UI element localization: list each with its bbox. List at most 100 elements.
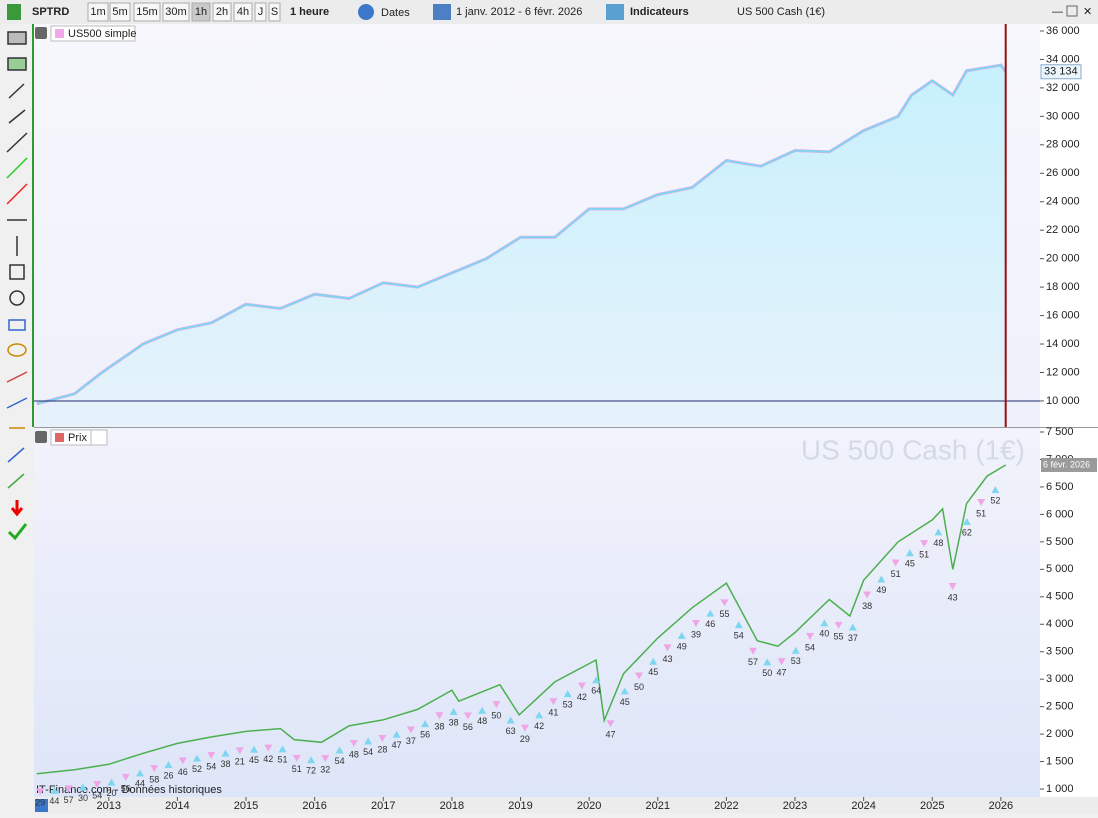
trade-arrow [706,609,715,617]
tool[interactable] [8,319,26,331]
timeframe-button[interactable] [133,2,161,22]
timeframe-button[interactable] [254,2,267,22]
dates-button[interactable]: Dates [381,7,410,19]
list-button[interactable] [90,429,108,446]
instrument[interactable]: US 500 Cash (1€) [737,6,825,18]
timeframe-label[interactable]: 4h [237,6,249,18]
x-tick-label: 2014 [165,800,189,812]
top-title: US500 simple [68,28,136,40]
timeframe-label[interactable]: J [258,6,264,18]
tool[interactable] [6,371,28,383]
tool[interactable] [7,447,25,463]
y-tick-label: 22 000 [1046,224,1080,236]
trade-label: 45 [648,667,658,677]
timeframe-label[interactable]: S [271,6,278,18]
trade-label: 55 [720,609,730,619]
timeframe-label[interactable]: 30m [165,6,186,18]
indicators-button[interactable]: Indicateurs [630,6,689,18]
equity-line [36,64,1007,405]
trade-arrow [107,778,116,786]
trade-label: 72 [306,766,316,776]
trade-label: 62 [962,527,972,537]
tool[interactable] [8,83,25,99]
x-axis-area [34,797,1098,813]
tool[interactable] [10,500,24,517]
x-tick-label: 2017 [371,800,395,812]
timeframe-label[interactable]: 5m [112,6,127,18]
tool[interactable] [6,183,28,205]
trade-arrow [506,716,515,724]
trade-label: 49 [876,585,886,595]
timeframe-button[interactable] [233,2,253,22]
tool[interactable] [7,343,27,357]
symbol[interactable]: SPTRD [32,6,69,18]
tool[interactable] [6,397,28,409]
tool[interactable] [8,109,26,124]
trade-arrow [150,765,159,773]
timeframe-button[interactable] [191,2,211,22]
timeframe-button[interactable] [268,2,281,22]
y-tick-label: 12 000 [1046,366,1080,378]
x-tick-label: 2021 [646,800,670,812]
dates-icon[interactable] [358,4,374,20]
trade-label: 41 [548,708,558,718]
timeframe-button[interactable] [87,2,109,22]
close-panel[interactable] [35,431,47,443]
tool[interactable] [7,31,27,45]
trade-label: 54 [335,756,345,766]
scroll-left[interactable] [35,799,48,812]
trade-label: 53 [563,699,573,709]
timeframe-label[interactable]: 2h [216,6,228,18]
y-tick-label: 30 000 [1046,110,1080,122]
trade-label: 38 [434,722,444,732]
trade-label: 28 [377,744,387,754]
trade-arrow [777,658,786,666]
tool[interactable] [9,290,25,306]
trade-label: 37 [848,633,858,643]
calendar-icon[interactable] [433,4,451,20]
tool[interactable] [6,157,28,179]
date-box [1041,457,1097,472]
timeframe-button[interactable] [212,2,232,22]
x-tick-label: 2019 [508,800,532,812]
trade-arrow [606,720,615,728]
trade-label: 51 [292,764,302,774]
trade-arrow [121,773,130,781]
x-tick-label: 2025 [920,800,944,812]
trade-arrow [364,737,373,745]
tool[interactable] [7,523,28,541]
trade-arrow [535,711,544,719]
y-tick-label: 1 500 [1046,755,1074,767]
timeframe-button[interactable] [162,2,190,22]
maximize[interactable] [1066,5,1078,17]
trade-arrow [78,783,87,791]
minimize[interactable]: — [1052,6,1063,18]
y-tick-label: 2 000 [1046,728,1074,740]
timeframe-label[interactable]: 15m [136,6,157,18]
x-tick-label: 2023 [783,800,807,812]
y-tick-label: 32 000 [1046,82,1080,94]
tool[interactable] [7,473,25,489]
timeframe-label[interactable]: 1h [195,6,207,18]
y-tick-label: 5 000 [1046,563,1074,575]
trade-arrow [934,528,943,536]
close-panel[interactable] [35,27,47,39]
chart-icon[interactable] [7,4,21,20]
tool[interactable] [9,264,25,280]
timeframe-label[interactable]: 1m [90,6,105,18]
tool[interactable] [6,132,28,153]
legend-swatch [55,433,64,442]
close[interactable]: ✕ [1083,6,1092,18]
y-tick-label: 4 500 [1046,591,1074,603]
trade-label: 57 [64,795,74,805]
trade-label: 44 [49,796,59,806]
timeframe-button[interactable] [109,2,131,22]
trade-label: 56 [463,722,473,732]
date-range[interactable]: 1 janv. 2012 - 6 févr. 2026 [456,6,582,18]
indicators-icon[interactable] [606,4,624,20]
trade-label: 30 [78,793,88,803]
trade-label: 63 [506,726,516,736]
trade-arrow [435,712,444,720]
interval[interactable]: 1 heure [290,6,329,18]
tool[interactable] [7,57,27,71]
